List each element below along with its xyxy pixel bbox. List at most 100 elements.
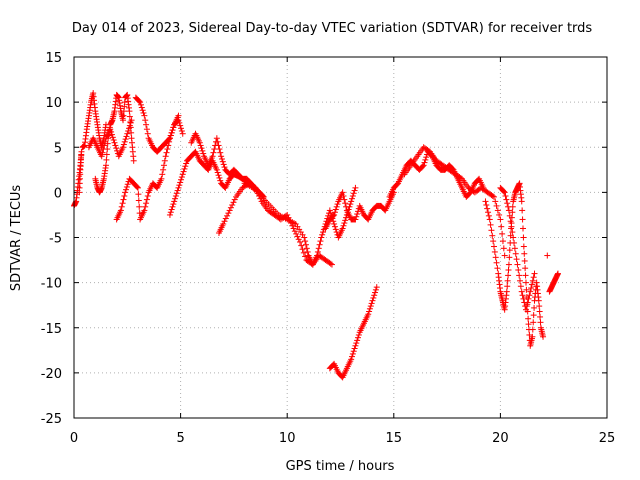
data-point (536, 303, 543, 310)
data-point (166, 211, 173, 218)
data-point (216, 146, 223, 153)
data-point (339, 225, 346, 232)
data-point (349, 192, 356, 199)
data-point (367, 303, 374, 310)
data-point (351, 345, 358, 352)
data-point (136, 98, 143, 105)
data-point (350, 190, 357, 197)
data-point (181, 165, 188, 172)
data-point (302, 253, 309, 260)
data-point (301, 234, 308, 241)
data-point (141, 207, 148, 214)
y-tick-label: 0 (54, 186, 62, 201)
data-point (505, 207, 512, 214)
data-point (421, 159, 428, 166)
data-point (178, 176, 185, 183)
data-point (351, 187, 358, 194)
data-point (121, 192, 128, 199)
data-point (349, 353, 356, 360)
data-point (120, 196, 127, 203)
data-point (158, 175, 165, 182)
data-point (180, 168, 187, 175)
data-point (123, 183, 130, 190)
data-point (422, 156, 429, 163)
data-point (160, 166, 167, 173)
data-point (137, 101, 144, 108)
data-point (519, 207, 526, 214)
data-point (99, 149, 106, 156)
data-point (304, 248, 311, 255)
data-point (484, 205, 491, 212)
data-point (118, 203, 125, 210)
data-point (164, 146, 171, 153)
data-point (224, 212, 231, 219)
data-point (505, 272, 512, 279)
data-point (256, 192, 263, 199)
data-point (353, 213, 360, 220)
data-point (365, 311, 372, 318)
data-point (142, 117, 149, 124)
data-point (177, 122, 184, 129)
data-point (221, 218, 228, 225)
chart-title: Day 014 of 2023, Sidereal Day-to-day VTE… (72, 21, 593, 36)
data-point (314, 248, 321, 255)
data-point (503, 196, 510, 203)
data-point (504, 283, 511, 290)
data-point (371, 292, 378, 299)
y-axis-label: SDTVAR / TECUs (9, 185, 24, 292)
data-point (511, 245, 518, 252)
data-point (317, 238, 324, 245)
data-point (523, 303, 530, 310)
data-point (175, 184, 182, 191)
data-point (496, 211, 503, 218)
data-point (121, 138, 128, 145)
data-point (127, 119, 134, 126)
data-point (178, 128, 185, 135)
data-point (163, 149, 170, 156)
data-point (536, 308, 543, 315)
data-point (141, 112, 148, 119)
data-point (76, 189, 83, 196)
data-point (528, 285, 535, 292)
data-point (107, 126, 114, 133)
data-point (143, 196, 150, 203)
data-point (231, 196, 238, 203)
data-point (108, 131, 115, 138)
data-point (519, 292, 526, 299)
data-point (293, 230, 300, 237)
data-point (102, 162, 109, 169)
data-point (100, 146, 107, 153)
data-point (525, 315, 532, 322)
data-point (328, 261, 335, 268)
data-point (522, 265, 529, 272)
data-point (218, 155, 225, 162)
data-point (510, 234, 517, 241)
series-arc-a (71, 148, 85, 209)
data-point (491, 243, 498, 250)
data-point (500, 188, 507, 195)
data-point (229, 202, 236, 209)
data-point (130, 157, 137, 164)
x-tick-label: 15 (386, 431, 403, 446)
data-point (178, 125, 185, 132)
data-point (214, 138, 221, 145)
x-tick-label: 10 (279, 431, 296, 446)
data-point (225, 210, 232, 217)
data-point (330, 212, 337, 219)
data-point (120, 144, 127, 151)
data-point (168, 206, 175, 213)
data-point (143, 200, 150, 207)
x-tick-label: 0 (70, 431, 78, 446)
data-point (126, 108, 133, 115)
data-point (512, 250, 519, 257)
data-point (349, 350, 356, 357)
data-point (347, 201, 354, 208)
data-point (112, 142, 119, 149)
data-point (333, 203, 340, 210)
data-point (138, 104, 145, 111)
data-point (302, 241, 309, 248)
data-point (524, 299, 531, 306)
data-point (419, 163, 426, 170)
data-point (515, 266, 522, 273)
data-point (128, 117, 135, 124)
